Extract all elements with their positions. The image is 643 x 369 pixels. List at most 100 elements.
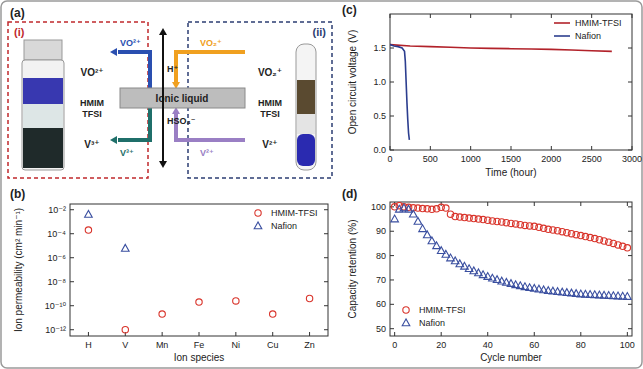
- data-layer: [390, 45, 612, 140]
- legend-label: Nafion: [419, 318, 445, 328]
- marker-triangle: [419, 225, 427, 232]
- x-tick: [487, 332, 488, 336]
- marker-circle: [85, 227, 91, 233]
- x-tick: [580, 332, 581, 336]
- marker-triangle: [423, 231, 431, 238]
- x-tick: [632, 146, 633, 150]
- marker-triangle: [405, 205, 413, 212]
- x-tick: [632, 14, 633, 18]
- x-axis-label: Time (hour): [485, 167, 536, 178]
- x-tick-label: 100: [620, 340, 635, 350]
- marker-triangle: [624, 293, 632, 300]
- y-tick: [70, 281, 74, 282]
- species-label: TFSI: [82, 109, 102, 119]
- x-tick: [551, 146, 552, 150]
- x-tick-label: Ni: [232, 340, 241, 350]
- y-tick: [390, 304, 394, 305]
- x-tick: [390, 14, 391, 18]
- legend-swatch: [554, 22, 570, 24]
- x-tick-label: 0: [392, 340, 397, 350]
- panel-label: (c): [342, 3, 357, 17]
- x-tick: [534, 332, 535, 336]
- x-tick: [88, 332, 89, 336]
- y-tick-label: 10⁻⁸: [47, 277, 66, 287]
- y-tick: [70, 305, 74, 306]
- y-tick: [390, 279, 394, 280]
- panel-label: (b): [10, 187, 25, 201]
- y-tick: [324, 281, 328, 282]
- x-tick: [470, 146, 471, 150]
- y-tick-label: 50: [376, 324, 386, 334]
- y-tick-label: 10⁻²: [48, 205, 66, 215]
- y-axis-label: Open circuit voltage (V): [347, 30, 358, 135]
- x-tick-label: Fe: [194, 340, 205, 350]
- marker-circle: [233, 298, 239, 304]
- marker-circle: [443, 205, 449, 211]
- legend-swatch: [403, 307, 409, 313]
- arrow-head: [110, 48, 117, 56]
- y-tick: [628, 150, 632, 151]
- tube: [296, 44, 316, 170]
- y-tick-label: 1.5: [373, 43, 386, 53]
- marker-triangle: [85, 211, 93, 218]
- vial-layer: [23, 104, 63, 128]
- x-tick: [272, 332, 273, 336]
- marker-triangle: [428, 237, 436, 244]
- legend-swatch: [254, 222, 262, 229]
- species-label: VO²⁺: [80, 67, 103, 78]
- y-tick: [324, 305, 328, 306]
- vial-layer: [23, 78, 63, 104]
- marker-triangle: [521, 283, 529, 290]
- marker-circle: [122, 327, 128, 333]
- y-tick: [70, 257, 74, 258]
- y-tick-label: 90: [376, 226, 386, 236]
- y-tick: [628, 48, 632, 49]
- y-tick: [390, 116, 394, 117]
- x-tick-label: 1500: [501, 154, 521, 164]
- x-tick: [627, 202, 628, 206]
- cross-label: HSO₄⁻: [167, 116, 196, 126]
- y-tick-label: 10⁻¹²: [45, 325, 66, 335]
- x-tick-label: 40: [483, 340, 493, 350]
- legend-label: HMIM-TFSI: [575, 18, 622, 28]
- y-tick-label: 60: [376, 299, 386, 309]
- x-tick: [430, 14, 431, 18]
- y-axis-label: Ion permeability (cm² min⁻¹): [13, 208, 24, 332]
- marker-triangle: [517, 282, 525, 289]
- chart-panel: (c)0.00.51.01.5050010001500200025003000T…: [342, 3, 642, 178]
- y-tick: [390, 255, 394, 256]
- marker-triangle: [442, 250, 450, 257]
- x-tick: [235, 332, 236, 336]
- x-tick-label: 2500: [582, 154, 602, 164]
- legend-label: Nafion: [271, 221, 297, 231]
- y-tick-label: 70: [376, 275, 386, 285]
- plot-frame: [390, 202, 632, 336]
- y-tick-label: 0.0: [373, 145, 386, 155]
- species-label: V²⁺: [262, 139, 277, 150]
- arrow-head: [159, 28, 167, 35]
- panel-a: (a)(i)VO²⁺HMIMTFSIV³⁺(ii)VO₂⁺HMIMTFSIV²⁺…: [8, 6, 332, 178]
- arrow-label: VO₂⁺: [200, 38, 222, 48]
- species-label: HMIM: [80, 98, 104, 108]
- y-tick: [390, 48, 394, 49]
- y-tick: [628, 255, 632, 256]
- marker-circle: [270, 311, 276, 317]
- y-tick: [628, 279, 632, 280]
- panel-label: (d): [342, 187, 357, 201]
- x-tick-label: V: [122, 340, 128, 350]
- y-tick: [324, 329, 328, 330]
- x-tick: [627, 332, 628, 336]
- chart-panel: (b)10⁻¹²10⁻¹⁰10⁻⁸10⁻⁶10⁻⁴10⁻²HVMnFeNiCuZ…: [10, 187, 328, 363]
- y-tick: [628, 304, 632, 305]
- tube-layer: [297, 134, 315, 166]
- series-line: [390, 45, 409, 140]
- vial-cap: [24, 40, 62, 60]
- y-tick: [390, 82, 394, 83]
- y-tick: [390, 150, 394, 151]
- marker-triangle: [391, 215, 399, 222]
- x-tick-label: 2000: [541, 154, 561, 164]
- y-tick: [390, 231, 394, 232]
- plot-frame: [390, 14, 632, 150]
- x-tick: [390, 146, 391, 150]
- y-tick: [628, 231, 632, 232]
